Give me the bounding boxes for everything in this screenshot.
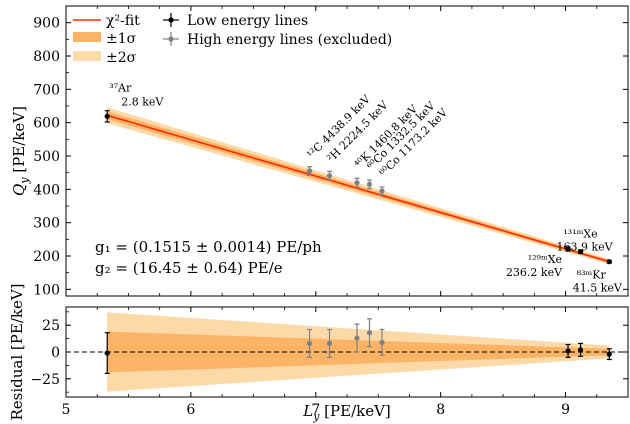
low-energy-point-2 xyxy=(577,249,584,255)
isotope-label-xe129m: ¹²⁹ᵐXe xyxy=(528,253,562,266)
data-point xyxy=(326,340,333,347)
y-tick-label: 400 xyxy=(33,182,60,198)
low-energy-point-0 xyxy=(104,110,110,123)
energy-label-xe131m: 163.9 keV xyxy=(556,241,613,254)
x-tick-label: 6 xyxy=(186,402,195,418)
data-point xyxy=(326,173,333,179)
y-tick-label: 200 xyxy=(33,249,60,265)
residual-point-6 xyxy=(565,343,571,358)
res-y-tick-label: 0 xyxy=(51,345,60,361)
data-point xyxy=(577,249,584,255)
high-energy-point-3 xyxy=(366,179,373,190)
low-energy-point-3 xyxy=(606,259,612,265)
x-tick-label: 7 xyxy=(311,402,320,418)
high-energy-point-4 xyxy=(379,186,385,196)
data-point xyxy=(354,335,360,341)
legend: χ²-fit ±1σ ±2σ Low energy lines High energy … xyxy=(73,13,392,66)
residual-point-2 xyxy=(326,328,333,358)
residual-panel: −25 0 25 5 6 7 8 9 Residual [PE/keV] Ly [PE/keV] xyxy=(8,283,629,423)
legend-band1-swatch xyxy=(73,32,101,42)
isotope-label-xe131m: ¹³¹ᵐXe xyxy=(563,228,597,241)
residual-point-7 xyxy=(577,342,584,357)
data-point xyxy=(366,330,373,336)
data-point xyxy=(379,339,385,345)
legend-band2-swatch xyxy=(73,51,101,61)
g1-result: g₁ = (0.1515 ± 0.0014) PE/ph xyxy=(95,238,322,256)
high-energy-point-0 xyxy=(306,166,313,176)
data-point xyxy=(366,181,373,187)
fit-line xyxy=(106,114,610,263)
high-energy-point-1 xyxy=(326,170,333,181)
res-y-tick-label: 25 xyxy=(42,318,60,334)
residual-point-1 xyxy=(306,328,313,358)
low-energy-point-1 xyxy=(565,246,571,252)
y-axis-label: Qy [PE/keV] xyxy=(10,106,31,196)
residual-point-8 xyxy=(606,348,612,361)
legend-high-label: High energy lines (excluded) xyxy=(187,32,392,48)
y-tick-label: 100 xyxy=(33,282,60,298)
data-point xyxy=(306,340,313,347)
x-tick-label: 5 xyxy=(62,402,71,418)
data-point xyxy=(104,113,110,119)
legend-low-label: Low energy lines xyxy=(187,13,308,29)
legend-low-marker xyxy=(168,17,174,23)
x-tick-label: 9 xyxy=(561,402,570,418)
energy-label-kr83m: 41.5 keV xyxy=(573,282,623,295)
x-axis-label: Ly [PE/keV] xyxy=(302,402,391,423)
legend-band1-label: ±1σ xyxy=(106,31,137,47)
data-point xyxy=(379,188,385,194)
data-point xyxy=(606,259,612,265)
data-point xyxy=(354,180,360,186)
isotope-label-ar37: ³⁷Ar xyxy=(109,81,132,94)
residual-point-4 xyxy=(366,318,373,348)
res-y-tick-label: −25 xyxy=(30,372,60,388)
legend-band2-label: ±2σ xyxy=(106,50,137,66)
residual-point-3 xyxy=(354,323,360,353)
y-tick-label: 800 xyxy=(33,49,60,65)
residual-point-5 xyxy=(379,328,385,356)
isotope-label-kr83m: ⁸³ᵐKr xyxy=(577,269,607,282)
g2-result: g₂ = (16.45 ± 0.64) PE/e xyxy=(95,259,283,277)
data-point xyxy=(565,246,571,252)
data-point xyxy=(577,347,584,353)
high-energy-point-2 xyxy=(354,177,360,188)
data-point xyxy=(104,350,110,356)
y-tick-label: 500 xyxy=(33,149,60,165)
data-point xyxy=(606,351,612,357)
y-tick-label: 900 xyxy=(33,16,60,32)
energy-label-xe129m: 236.2 keV xyxy=(506,266,563,279)
legend-high-marker xyxy=(168,36,174,42)
energy-label-ar37: 2.8 keV xyxy=(121,95,164,108)
legend-fit-label: χ²-fit xyxy=(106,13,140,29)
y-tick-label: 300 xyxy=(33,216,60,232)
residual-point-0 xyxy=(104,332,110,375)
data-point xyxy=(565,348,571,354)
residual-axis-label: Residual [PE/keV] xyxy=(8,283,26,420)
y-tick-label: 600 xyxy=(33,116,60,132)
x-tick-label: 8 xyxy=(436,402,445,418)
data-point xyxy=(306,168,313,174)
y-tick-label: 700 xyxy=(33,82,60,98)
